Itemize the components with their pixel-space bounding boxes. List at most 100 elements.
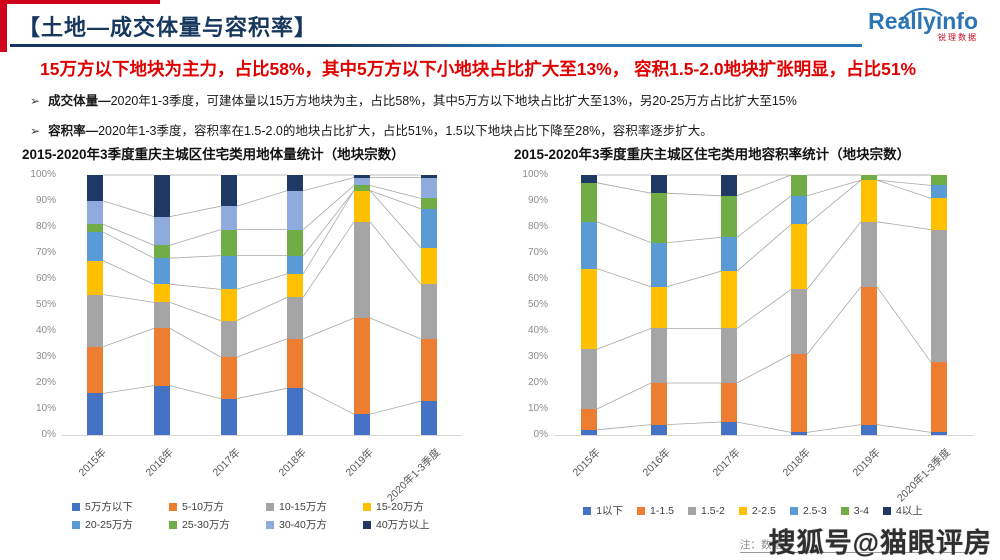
red-accent-vertical [0,0,7,52]
bar-segment [220,229,237,256]
bar-segment [581,409,597,430]
y-axis-label: 20% [35,377,56,388]
bar-segment [287,175,304,191]
chart-legend: 5万方以下 5-10万方 10-15万方 15-20万方 20-25万方 25-30万方 3… [22,499,500,532]
chart-volume: 2015-2020年3季度重庆主城区住宅类用地体量统计（地块宗数） 0% 10% 2… [22,143,500,531]
bar-segment [287,229,304,256]
chart-title: 2015-2020年3季度重庆主城区住宅类用地体量统计（地块宗数） [22,147,405,162]
page-title: 【土地—成交体量与容积率】 [18,15,318,40]
legend-label: 25-30万方 [182,519,230,531]
bar-segment [87,346,104,394]
bar-segment [420,401,437,435]
bar-segment [420,175,437,178]
y-axis-label: 40% [35,325,56,336]
plot-area [62,174,462,436]
bar-segment [354,221,370,318]
bar-segment [87,201,104,225]
bar-segment [861,175,877,181]
bar-segment [154,216,170,246]
bar-segment [287,297,304,339]
legend-item: 1-1.5 [637,503,674,518]
bar-segment [791,289,807,355]
bar-segment [287,190,304,230]
bar-segment [861,221,877,287]
y-axis-label: 60% [35,273,56,284]
bar-segment [220,206,237,230]
watermark: 搜狐号@猫眼评房 [768,528,992,558]
legend-swatch-icon [687,506,696,515]
bar-segment [420,338,437,402]
logo-brand-text: Reallyinfo [868,8,978,34]
bar-segment [651,383,667,425]
y-axis-label: 70% [35,247,56,258]
legend-swatch-icon [583,506,592,515]
bar-segment [420,198,437,209]
y-axis-label: 10% [527,403,548,414]
legend-swatch-icon [882,506,891,515]
bar-segment [931,362,947,433]
bar-segment [651,328,667,383]
chart-title: 2015-2020年3季度重庆主城区住宅类用地容积率统计（地块宗数） [514,147,911,162]
bar-segment [287,255,304,274]
series-connector-lines [103,174,421,415]
y-axis-label: 0% [41,429,56,440]
bar-segment [154,175,170,217]
bar-segment [721,422,737,435]
legend-item: 3-4 [840,503,869,518]
legend-label: 2-2.5 [751,504,776,517]
y-axis-label: 70% [527,247,548,258]
legend-swatch-icon [738,506,747,515]
bar-segment [721,328,737,383]
bullet-text: 2020年1-3季度，可建体量以15万方地块为主，占比58%，其中5万方以下地块… [110,94,797,108]
bar-segment [721,175,737,196]
bar-segment [581,268,597,350]
y-axis-label: 90% [527,195,548,206]
legend-label: 40万方以上 [376,519,430,531]
legend-item: 25-30万方 [169,517,266,532]
legend-swatch-icon [363,502,371,511]
bar-segment [861,424,877,435]
bar-segment [931,185,947,199]
legend-swatch-icon [72,520,80,529]
bar-segment [220,255,237,290]
bar-segment [581,221,597,269]
plot-area [554,174,974,436]
bar-segment [581,349,597,409]
y-axis-label: 40% [527,325,548,336]
legend-swatch-icon [637,506,646,515]
legend-swatch-icon [169,520,177,529]
bar-segment [791,175,807,196]
legend-item: 1以下 [583,503,623,518]
bar-segment [791,432,807,435]
bar-segment [651,175,667,194]
legend-swatch-icon [72,502,80,511]
bar-segment [721,195,737,238]
bar-segment [581,175,597,183]
legend-label: 15-20万方 [376,501,424,513]
legend-item: 10-15万方 [266,499,363,514]
bar-segment [721,237,737,272]
legend-item: 2-2.5 [738,503,776,518]
logo-swoosh-icon [901,7,943,23]
bar-segment [354,177,370,186]
chart-far: 2015-2020年3季度重庆主城区住宅类用地容积率统计（地块宗数） 0% 10%… [514,143,992,517]
bar-segment [354,175,370,178]
bar-segment [154,328,170,386]
legend-item: 40万方以上 [363,517,460,532]
header: 【土地—成交体量与容积率】 Reallyinfo 锐理数据 [18,7,982,48]
bar-segment [154,245,170,259]
bullet-text: 2020年1-3季度，容积率在1.5-2.0的地块占比扩大，占比51%，1.5以… [98,124,713,138]
bar-segment [287,338,304,389]
bullet-arrow-icon: ➢ [30,94,41,108]
y-axis-label: 90% [35,195,56,206]
bar-segment [87,260,104,295]
bar-segment [354,185,370,191]
legend-item: 5万方以下 [72,499,169,514]
chart-plot: 0% 10% 20% 30% 40% 50% 60% 70% 80% 90% 100% 2015年 20… [514,169,992,504]
bar-segment [791,224,807,290]
y-axis-label: 60% [527,273,548,284]
bar-segment [87,294,104,347]
bar-segment [931,432,947,435]
logo-sub-text: 锐理数据 [938,33,978,42]
bar-segment [581,429,597,435]
